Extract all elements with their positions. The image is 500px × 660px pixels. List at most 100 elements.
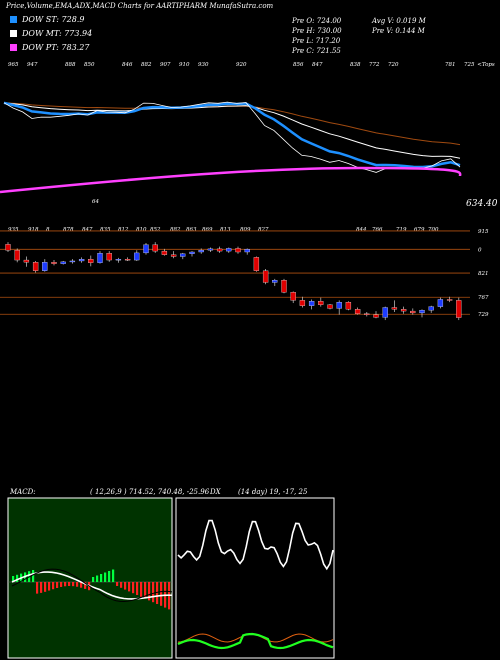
candle-body — [152, 244, 158, 252]
dow-pt-line — [0, 166, 462, 194]
top-tick-label: 850 — [84, 62, 95, 68]
candle-body — [69, 260, 76, 263]
candle-body — [318, 301, 324, 305]
top-tick-label: 781 — [445, 62, 456, 68]
candle-top-tick: 813 — [220, 227, 231, 233]
candle-top-tick: 935 — [8, 227, 19, 233]
macd-signal-line — [11, 568, 173, 603]
candle-top-tick: 878 — [63, 227, 74, 233]
candle-body — [207, 248, 214, 251]
candle-top-tick: 812 — [118, 227, 129, 233]
macd-histogram-bar — [16, 574, 19, 582]
macd-histogram-bar — [92, 577, 95, 582]
info-open: Pre O: 724.00 — [292, 17, 342, 25]
macd-histogram-bar — [116, 582, 119, 586]
top-tick-label: 847 — [312, 62, 323, 68]
candle-body — [161, 250, 168, 255]
top-tick-label: 838 — [350, 62, 361, 68]
top-tick-label: 772 — [369, 62, 380, 68]
ema-mid-line — [3, 102, 461, 159]
macd-histogram-bar — [64, 582, 67, 587]
mid-tick-label: 64 — [92, 199, 99, 205]
candle-top-tick: 8 — [46, 227, 50, 233]
info-high: Pre H: 730.00 — [292, 27, 342, 35]
candle-body — [170, 254, 177, 257]
legend-swatch-icon — [10, 44, 17, 51]
top-tick-label: 910 — [179, 62, 190, 68]
top-tick-label: 888 — [65, 62, 76, 68]
tops-label: <Tops — [477, 62, 495, 68]
candle-body — [216, 248, 223, 252]
price-level-label: 729 — [478, 312, 489, 318]
macd-histogram-bar — [44, 582, 47, 592]
candle-body — [456, 300, 462, 318]
candle-body — [419, 310, 425, 314]
candle-body — [345, 301, 352, 310]
candle-body — [51, 262, 57, 264]
macd-histogram-bar — [120, 582, 123, 588]
candle-top-tick: 809 — [240, 227, 251, 233]
macd-histogram-bar — [156, 582, 159, 604]
candle-body — [354, 309, 361, 314]
candle-body — [299, 300, 306, 306]
adx-params: (14 day) 19, -17, 25 — [238, 488, 308, 496]
candle-body — [23, 259, 30, 263]
candle-top-tick: 700 — [428, 227, 439, 233]
legend-swatch-icon — [10, 30, 17, 37]
info-low: Pre L: 717.20 — [292, 37, 341, 45]
macd-label: MACD: — [10, 488, 36, 496]
macd-histogram-bar — [100, 574, 103, 582]
candle-body — [308, 301, 315, 306]
macd-histogram-bar — [36, 582, 39, 594]
candle-body — [189, 251, 195, 254]
info-close: Pre C: 721.55 — [292, 47, 341, 55]
macd-panel — [7, 497, 173, 659]
candle-body — [124, 259, 131, 261]
macd-histogram-bar — [112, 569, 115, 582]
macd-histogram-bar — [68, 582, 71, 587]
candle-body — [143, 244, 149, 254]
macd-histogram-bar — [60, 582, 63, 587]
price-level-label: 915 — [478, 229, 489, 235]
macd-histogram-bar — [128, 582, 131, 592]
candle-top-tick: 719 — [396, 227, 407, 233]
price-level-label: 767 — [478, 295, 489, 301]
adx-plus-di-line — [177, 632, 334, 650]
candle-body — [235, 248, 241, 253]
top-tick-label: 907 — [160, 62, 171, 68]
candle-body — [134, 252, 140, 261]
ema-slow-line — [3, 102, 461, 146]
candle-body — [373, 314, 379, 318]
price-level-label: 821 — [478, 271, 489, 277]
candle-body — [244, 249, 250, 253]
candle-body — [14, 250, 20, 261]
candle-body — [115, 259, 122, 261]
top-tick-label: 947 — [27, 62, 38, 68]
candle-body — [180, 253, 186, 257]
last-price-label: 634.40 — [466, 199, 498, 209]
candle-top-tick: 847 — [82, 227, 93, 233]
candle-top-tick: 827 — [258, 227, 269, 233]
candle-body — [5, 244, 11, 251]
candle-body — [32, 262, 39, 271]
candle-body — [446, 299, 453, 301]
candle-top-tick: 810 — [136, 227, 147, 233]
top-tick-label: 965 — [8, 62, 19, 68]
candle-top-tick: 852 — [150, 227, 161, 233]
adx-line — [177, 519, 334, 571]
candle-top-tick: 844 — [356, 227, 367, 233]
ema-fast-line — [3, 101, 461, 169]
top-tick-label: 725 — [464, 62, 475, 68]
top-tick-label: 882 — [141, 62, 152, 68]
candle-body — [428, 306, 434, 311]
info-pre-volume: Pre V: 0.144 M — [372, 27, 425, 35]
macd-histogram-bar — [80, 582, 83, 588]
info-avg-volume: Avg V: 0.019 M — [372, 17, 426, 25]
macd-histogram-bar — [48, 582, 51, 591]
macd-histogram-bar — [72, 582, 75, 587]
macd-histogram-bar — [40, 582, 43, 593]
legend-label: DOW ST: 728.9 — [22, 15, 85, 24]
legend-dow-st: DOW ST: 728.9 — [10, 16, 84, 24]
top-tick-label: 846 — [122, 62, 133, 68]
candle-top-tick: 918 — [28, 227, 39, 233]
